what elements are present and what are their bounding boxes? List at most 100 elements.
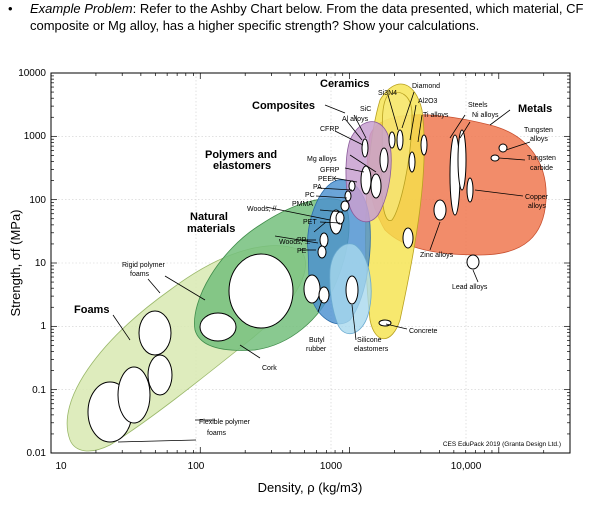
bubble-pp [319,232,329,248]
label-pa: PA [313,184,322,191]
label-gfrp: GFRP [320,167,340,174]
bubble-gfrp [360,165,372,195]
problem-text: Example Problem: Refer to the Ashby Char… [30,0,595,34]
label-silicone-1: Silicone [357,337,382,344]
label-copper-2: alloys [528,203,546,210]
label-butyl-2: rubber [306,346,327,353]
label-metals: Metals [518,103,552,115]
problem-body: : Refer to the Ashby Chart below. From t… [30,1,584,33]
label-sic: SiC [360,106,371,113]
bubble-si3n4 [396,129,404,151]
label-rigid-foams-1: Rigid polymer [122,262,165,269]
label-flexible-foams-1: Flexible polymer [199,419,251,426]
bubble-zinc [433,199,447,221]
label-lead: Lead alloys [452,284,488,291]
bubble-copper [466,177,474,203]
label-polymers-2: elastomers [213,160,271,172]
bubble-pe [317,245,327,259]
chart-credit: CES EduPack 2019 (Granta Design Ltd.) [443,441,561,448]
label-pc: PC [305,192,315,199]
bubble-flexible-foam-2 [117,366,151,424]
label-tungsten-alloys-2: alloys [530,136,548,143]
label-pp: PP [297,237,307,244]
bubble-ti-alloys [420,134,428,156]
bubble-mg-alloys [370,173,382,199]
label-steels: Steels [468,102,488,109]
y-tick-label: 1000 [24,131,47,142]
bubble-pet [335,211,345,225]
bubble-cork [228,253,294,329]
label-butyl-1: Butyl [309,337,325,344]
label-composites: Composites [252,100,315,112]
label-silicone-2: elastomers [354,346,389,353]
y-tick-label: 10 [35,258,47,269]
family-labels: Foams Natural materials Polymers and ela… [74,78,552,316]
x-tick-label: 1000 [320,461,343,472]
label-woods-perp: Woods, ⊥ [279,239,311,246]
material-labels: Rigid polymer foams Flexible polymer foa… [122,83,556,437]
bubble-rigid-foam-1 [138,310,172,356]
label-copper-1: Copper [525,194,549,201]
bubble-tungsten-alloys [498,143,508,153]
axis-ticks [50,72,571,454]
x-tick-label: 10,000 [451,461,482,472]
label-polymers-1: Polymers and [205,149,277,161]
x-tick-labels: 10 100 1000 10,000 [55,461,481,472]
y-tick-label: 100 [29,195,46,206]
bubble-wood-perp [303,274,321,304]
label-woods-par: Woods, // [247,206,276,213]
label-pe: PE [297,248,307,255]
label-foams: Foams [74,304,109,316]
label-al2o3: Al2O3 [418,98,438,105]
bubble-pmma [340,200,350,212]
label-natural-2: materials [187,223,235,235]
bubble-ni-alloys [457,129,467,191]
label-pmma: PMMA [292,201,313,208]
label-ti-alloys: Ti alloys [423,112,449,119]
label-cfrp: CFRP [320,126,339,133]
bubble-butyl [318,286,330,304]
x-tick-label: 100 [188,461,205,472]
bubble-flexible-foam-3 [147,354,173,396]
label-diamond: Diamond [412,83,440,90]
bubble-cfrp [361,138,369,158]
bubble-tungsten-carbide [490,154,500,162]
label-tungsten-carbide-2: carbide [530,165,553,172]
material-bubbles [87,129,508,443]
y-tick-label: 10000 [18,68,46,79]
bubble-al2o3 [408,151,416,173]
label-peek: PEEK [318,176,337,183]
label-flexible-foams-2: foams [207,430,227,437]
label-ni-alloys: Ni alloys [472,112,499,119]
x-axis-label: Density, ρ (kg/m3) [258,480,363,495]
label-concrete: Concrete [409,328,438,335]
bubble-pa [344,190,352,202]
label-si3n4: Si3N4 [378,90,397,97]
bubble-rigid-foam-2 [199,312,237,342]
x-tick-label: 10 [55,461,67,472]
label-cork: Cork [262,365,277,372]
label-pet: PET [303,219,317,226]
bubble-ceramic-low [402,227,414,249]
label-rigid-foams-2: foams [130,271,150,278]
y-tick-label: 0.1 [32,385,46,396]
leader-lines [112,91,531,443]
bubble-al-alloys [379,147,389,173]
y-tick-label: 1 [40,321,46,332]
y-tick-label: 0.01 [27,448,47,459]
problem-label: Example Problem [30,1,133,16]
bubble-lead [466,254,480,270]
bubble-sic [388,131,396,149]
label-tungsten-carbide-1: Tungsten [527,155,556,162]
label-zinc: Zinc alloys [420,252,454,259]
bullet: • [8,1,13,16]
label-natural-1: Natural [190,211,228,223]
y-axis-label: Strength, σf (MPa) [8,209,23,316]
label-al-alloys: Al alloys [342,116,369,123]
label-ceramics: Ceramics [320,78,370,90]
bubble-silicone [345,275,359,305]
label-mg-alloys: Mg alloys [307,156,337,163]
y-tick-labels: 10000 1000 100 10 1 0.1 0.01 [18,68,46,459]
label-tungsten-alloys-1: Tungsten [524,127,553,134]
